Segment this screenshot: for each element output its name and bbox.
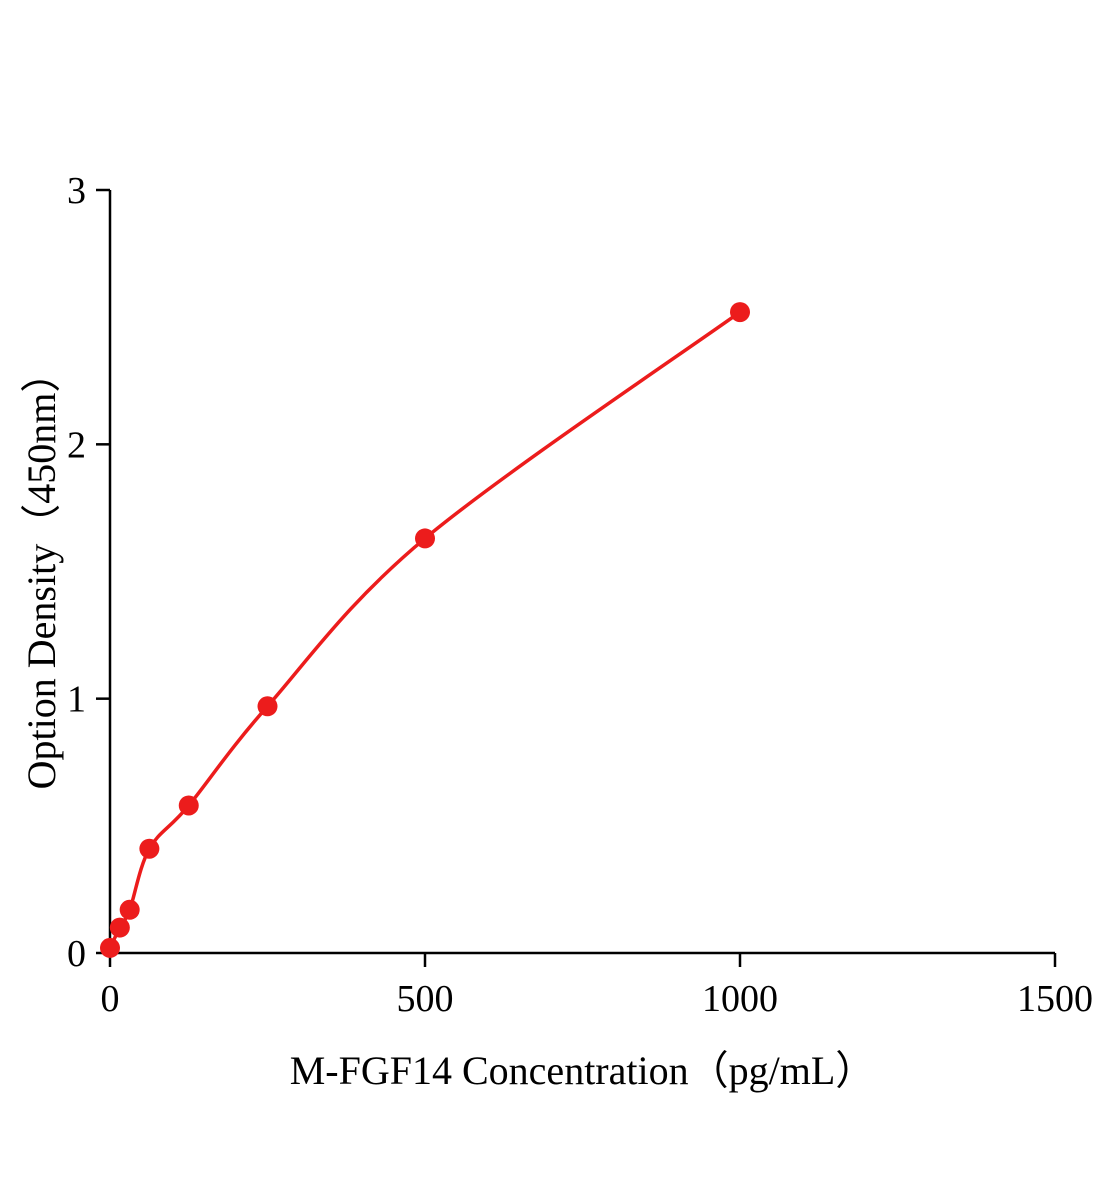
x-tick-label: 1000 [702, 978, 778, 1020]
x-tick-label: 500 [397, 978, 454, 1020]
y-tick-label: 1 [67, 679, 86, 721]
y-tick-label: 0 [67, 933, 86, 975]
data-point [139, 838, 160, 859]
x-tick-label: 0 [101, 978, 120, 1020]
data-point [109, 917, 130, 938]
fit-curve [108, 310, 742, 950]
data-point [100, 937, 120, 958]
data-point [119, 899, 140, 920]
y-tick-label: 3 [67, 170, 86, 212]
y-tick-label: 2 [67, 424, 86, 466]
x-axis-label: M-FGF14 Concentration（pg/mL） [289, 1048, 876, 1093]
x-tick-label: 1500 [1017, 978, 1093, 1020]
data-point [730, 302, 750, 323]
data-point [178, 795, 199, 816]
y-axis-label: Option Density（450nm） [19, 352, 64, 790]
data-point [415, 528, 435, 549]
data-point [257, 696, 278, 717]
